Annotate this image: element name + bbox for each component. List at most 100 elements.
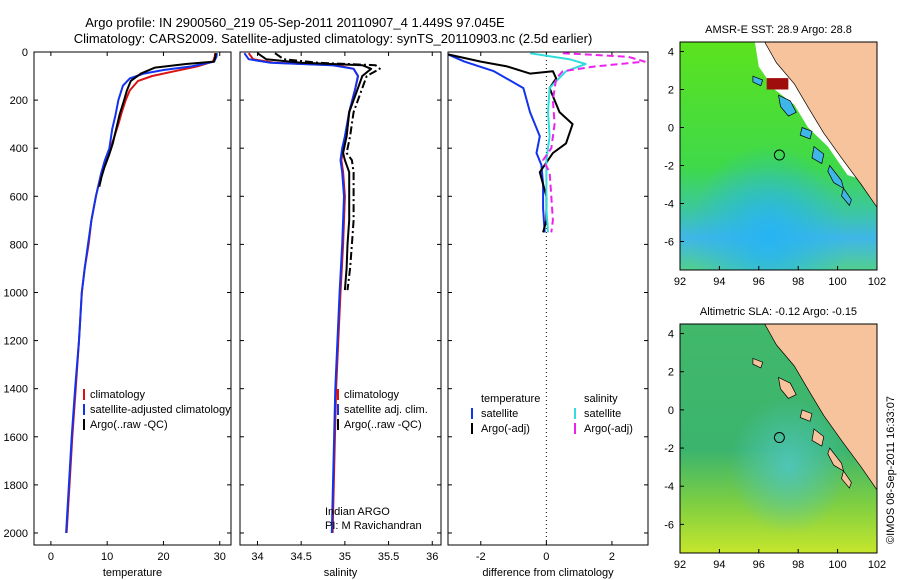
argo-position-marker [773,149,785,161]
plot-frame [33,51,232,546]
island [811,428,825,447]
series-line-temperature-argo-adj- [447,53,574,233]
x-tick-label: 0 [543,551,549,563]
x-axis-label: salinity [324,567,358,579]
y-tick-label: -4 [664,481,674,493]
island [752,75,764,87]
x-tick-label: 0 [48,551,54,563]
y-tick-label: 600 [10,191,28,203]
series-line-satellite-adjusted-climatology [65,53,218,534]
y-tick-label: 200 [10,95,28,107]
island [827,447,845,472]
x-tick-label: 30 [214,551,226,563]
legend-entry: Argo(-adj) [481,423,530,435]
x-tick-label: 100 [828,276,846,288]
x-tick-label: 94 [713,559,725,571]
y-tick-label: -2 [664,443,674,455]
legend-heading: temperature [481,393,540,405]
map-frame [679,323,878,554]
x-tick-label: 100 [828,559,846,571]
island [752,357,764,369]
series-line-salinity-argo-adj- [542,52,646,233]
y-tick-label: 4 [668,47,674,59]
y-tick-label: 1200 [4,336,28,348]
legend-entry: Argo(..raw -QC) [90,419,168,431]
y-tick-label: 2 [668,367,674,379]
x-axis-label: temperature [103,567,162,579]
x-tick-label: 34.5 [290,551,311,563]
x-tick-label: 35 [339,551,351,563]
y-tick-label: 0 [668,405,674,417]
y-tick-label: 1400 [4,384,28,396]
x-tick-label: 34 [251,551,263,563]
series-line-argo-adj- [274,52,381,291]
map-title: Altimetric SLA: -0.12 Argo: -0.15 [700,306,857,318]
y-tick-label: 0 [22,47,28,59]
pi-annotation: PI: M Ravichandran [325,520,422,532]
series-line-temperature-satellite [447,53,546,233]
legend-entry: climatology [344,389,400,401]
island [827,164,845,190]
altimetric-sla-map: Altimetric SLA: -0.12 Argo: -0.15 92 94 96 9… [664,306,886,571]
island [841,470,852,489]
island [841,187,852,207]
copyright-stamp: ©IMOS 08-Sep-2011 16:33:07 [885,396,897,544]
legend-entry: satellite adj. clim. [344,404,428,416]
map-frame [679,41,878,271]
legend-entry: satellite-adjusted climatology [90,404,231,416]
x-tick-label: 92 [674,276,686,288]
series-line-salinity-satellite [529,52,587,233]
island [799,127,813,140]
x-tick-label: 94 [713,276,725,288]
x-tick-label: -2 [476,551,486,563]
island [799,409,813,422]
x-tick-label: 36 [426,551,438,563]
x-axis-label: difference from climatology [482,567,614,579]
y-tick-label: 1000 [4,287,28,299]
hot-spot-cell [766,78,789,90]
legend-entry: climatology [90,389,146,401]
y-tick-label: 4 [668,329,674,341]
x-tick-label: 10 [101,551,113,563]
x-tick-label: 20 [157,551,169,563]
x-tick-label: 2 [609,551,615,563]
island [778,94,797,117]
y-tick-label: 2000 [4,528,28,540]
x-tick-label: 98 [792,559,804,571]
x-tick-label: 98 [792,276,804,288]
legend-entry: Argo(..raw -QC) [344,419,422,431]
y-tick-label: 800 [10,239,28,251]
legend-heading: salinity [584,393,618,405]
y-tick-label: 1800 [4,480,28,492]
figure-title-line1: Argo profile: IN 2900560_219 05-Sep-2011… [85,15,505,30]
x-tick-label: 96 [753,559,765,571]
amsre-sst-map: AMSR-E SST: 28.9 Argo: 28.8 92 94 96 98 100 10… [664,24,886,288]
series-line-argo-raw-qc- [98,53,217,187]
y-tick-label: -4 [664,199,674,211]
y-tick-label: 2 [668,85,674,97]
x-tick-label: 102 [868,559,886,571]
y-tick-label: 1600 [4,432,28,444]
island [811,145,825,165]
pi-annotation: Indian ARGO [325,506,390,518]
y-tick-label: 400 [10,143,28,155]
x-tick-label: 96 [753,276,765,288]
series-line-satellite-adj-clim- [243,52,359,534]
y-tick-label: -2 [664,161,674,173]
y-tick-label: 0 [668,123,674,135]
argo-position-marker [773,432,785,444]
legend-entry: satellite [481,408,518,420]
salinity-profile: 34 34.5 35 35.5 36 salinity climatology satelli… [239,51,442,579]
island [778,376,797,399]
x-tick-label: 92 [674,559,686,571]
x-tick-label: 35.5 [378,551,399,563]
y-tick-label: -6 [664,519,674,531]
legend-entry: Argo(-adj) [584,423,633,435]
difference-profile: -2 0 2 difference from climatology temperatu… [447,51,649,579]
temperature-profile: 0 10 20 30 0 200 400 600 800 1000 1200 1400 1600 1800… [4,47,232,579]
map-title: AMSR-E SST: 28.9 Argo: 28.8 [705,24,852,36]
plot-frame [447,51,649,546]
figure-title-line2: Climatology: CARS2009. Satellite-adjuste… [74,31,593,46]
x-tick-label: 102 [868,276,886,288]
